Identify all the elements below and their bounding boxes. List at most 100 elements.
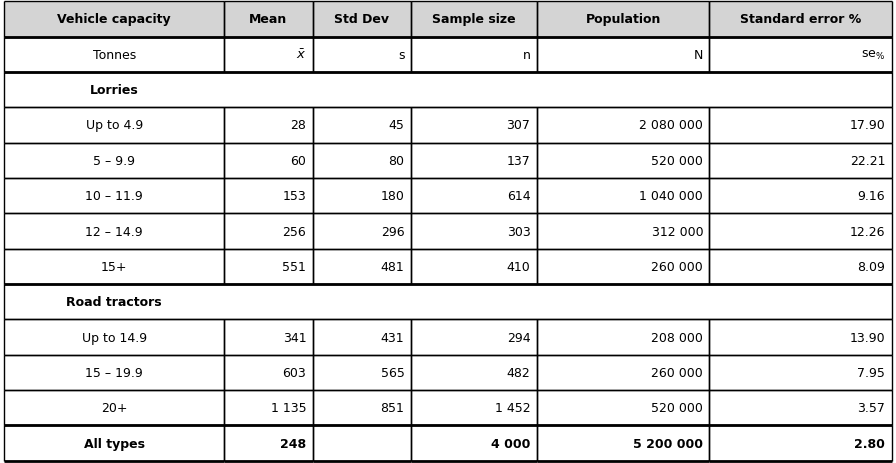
Bar [224, 38, 313, 73]
Text: 312 000: 312 000 [651, 225, 703, 238]
Text: n: n [522, 49, 530, 62]
Text: 12 – 14.9: 12 – 14.9 [85, 225, 143, 238]
Text: 410: 410 [506, 260, 530, 273]
Text: $\bar{x}$: $\bar{x}$ [296, 49, 306, 62]
Text: 551: 551 [282, 260, 306, 273]
Bar [4, 108, 224, 144]
Bar [537, 425, 710, 461]
Bar [410, 108, 537, 144]
Text: 520 000: 520 000 [651, 401, 703, 414]
Bar [4, 179, 224, 214]
Text: 2 080 000: 2 080 000 [640, 119, 703, 132]
Text: se$_{\%}$: se$_{\%}$ [861, 49, 885, 62]
Bar [710, 319, 892, 355]
Text: 1 135: 1 135 [271, 401, 306, 414]
Bar [710, 108, 892, 144]
Text: 296: 296 [381, 225, 404, 238]
Bar [224, 2, 313, 38]
Text: Mean: Mean [249, 13, 288, 26]
Bar [313, 425, 410, 461]
Text: 260 000: 260 000 [651, 260, 703, 273]
Bar [4, 355, 224, 390]
Bar [224, 319, 313, 355]
Text: Up to 4.9: Up to 4.9 [85, 119, 142, 132]
Bar [537, 108, 710, 144]
Text: 303: 303 [506, 225, 530, 238]
Bar [313, 390, 410, 425]
Text: s: s [398, 49, 404, 62]
Bar [410, 249, 537, 284]
Bar [4, 144, 224, 179]
Bar [4, 214, 224, 249]
Text: 2.80: 2.80 [855, 437, 885, 450]
Bar [4, 249, 224, 284]
Text: 520 000: 520 000 [651, 155, 703, 168]
Text: 13.90: 13.90 [849, 331, 885, 344]
Bar [537, 179, 710, 214]
Bar [537, 38, 710, 73]
Bar [4, 38, 224, 73]
Text: 9.16: 9.16 [857, 190, 885, 203]
Text: 294: 294 [507, 331, 530, 344]
Bar [710, 179, 892, 214]
Bar [313, 108, 410, 144]
Bar [224, 355, 313, 390]
Text: 22.21: 22.21 [849, 155, 885, 168]
Text: 45: 45 [389, 119, 404, 132]
Bar [313, 2, 410, 38]
Text: 28: 28 [290, 119, 306, 132]
Bar [710, 249, 892, 284]
Text: 260 000: 260 000 [651, 366, 703, 379]
Bar [313, 144, 410, 179]
Bar [710, 425, 892, 461]
Bar [410, 179, 537, 214]
Bar [224, 425, 313, 461]
Text: 10 – 11.9: 10 – 11.9 [85, 190, 143, 203]
Bar [410, 214, 537, 249]
Bar [537, 2, 710, 38]
Bar [313, 214, 410, 249]
Bar [410, 38, 537, 73]
Bar [313, 38, 410, 73]
Bar [224, 108, 313, 144]
Bar [313, 179, 410, 214]
Bar [224, 390, 313, 425]
Text: 851: 851 [381, 401, 404, 414]
Bar [224, 249, 313, 284]
Bar [313, 249, 410, 284]
Text: All types: All types [83, 437, 144, 450]
Bar [410, 390, 537, 425]
Bar [4, 390, 224, 425]
Text: 8.09: 8.09 [857, 260, 885, 273]
Text: Up to 14.9: Up to 14.9 [82, 331, 147, 344]
Text: 248: 248 [280, 437, 306, 450]
Bar [537, 355, 710, 390]
Text: 153: 153 [282, 190, 306, 203]
Bar [313, 319, 410, 355]
Bar [537, 214, 710, 249]
Text: 208 000: 208 000 [651, 331, 703, 344]
Bar [224, 179, 313, 214]
Bar [313, 355, 410, 390]
Text: 180: 180 [381, 190, 404, 203]
Bar [710, 214, 892, 249]
Bar [410, 144, 537, 179]
Text: 20+: 20+ [101, 401, 127, 414]
Bar [224, 144, 313, 179]
Text: 5 200 000: 5 200 000 [633, 437, 703, 450]
Bar [710, 38, 892, 73]
Bar [710, 2, 892, 38]
Text: 482: 482 [506, 366, 530, 379]
Text: Std Dev: Std Dev [334, 13, 389, 26]
Bar [410, 355, 537, 390]
Text: 15+: 15+ [101, 260, 127, 273]
Text: 7.95: 7.95 [857, 366, 885, 379]
Text: Tonnes: Tonnes [92, 49, 136, 62]
Bar [710, 144, 892, 179]
Bar [4, 73, 892, 108]
Bar [537, 390, 710, 425]
Bar [4, 284, 892, 319]
Text: 137: 137 [506, 155, 530, 168]
Bar [537, 144, 710, 179]
Text: Lorries: Lorries [90, 84, 139, 97]
